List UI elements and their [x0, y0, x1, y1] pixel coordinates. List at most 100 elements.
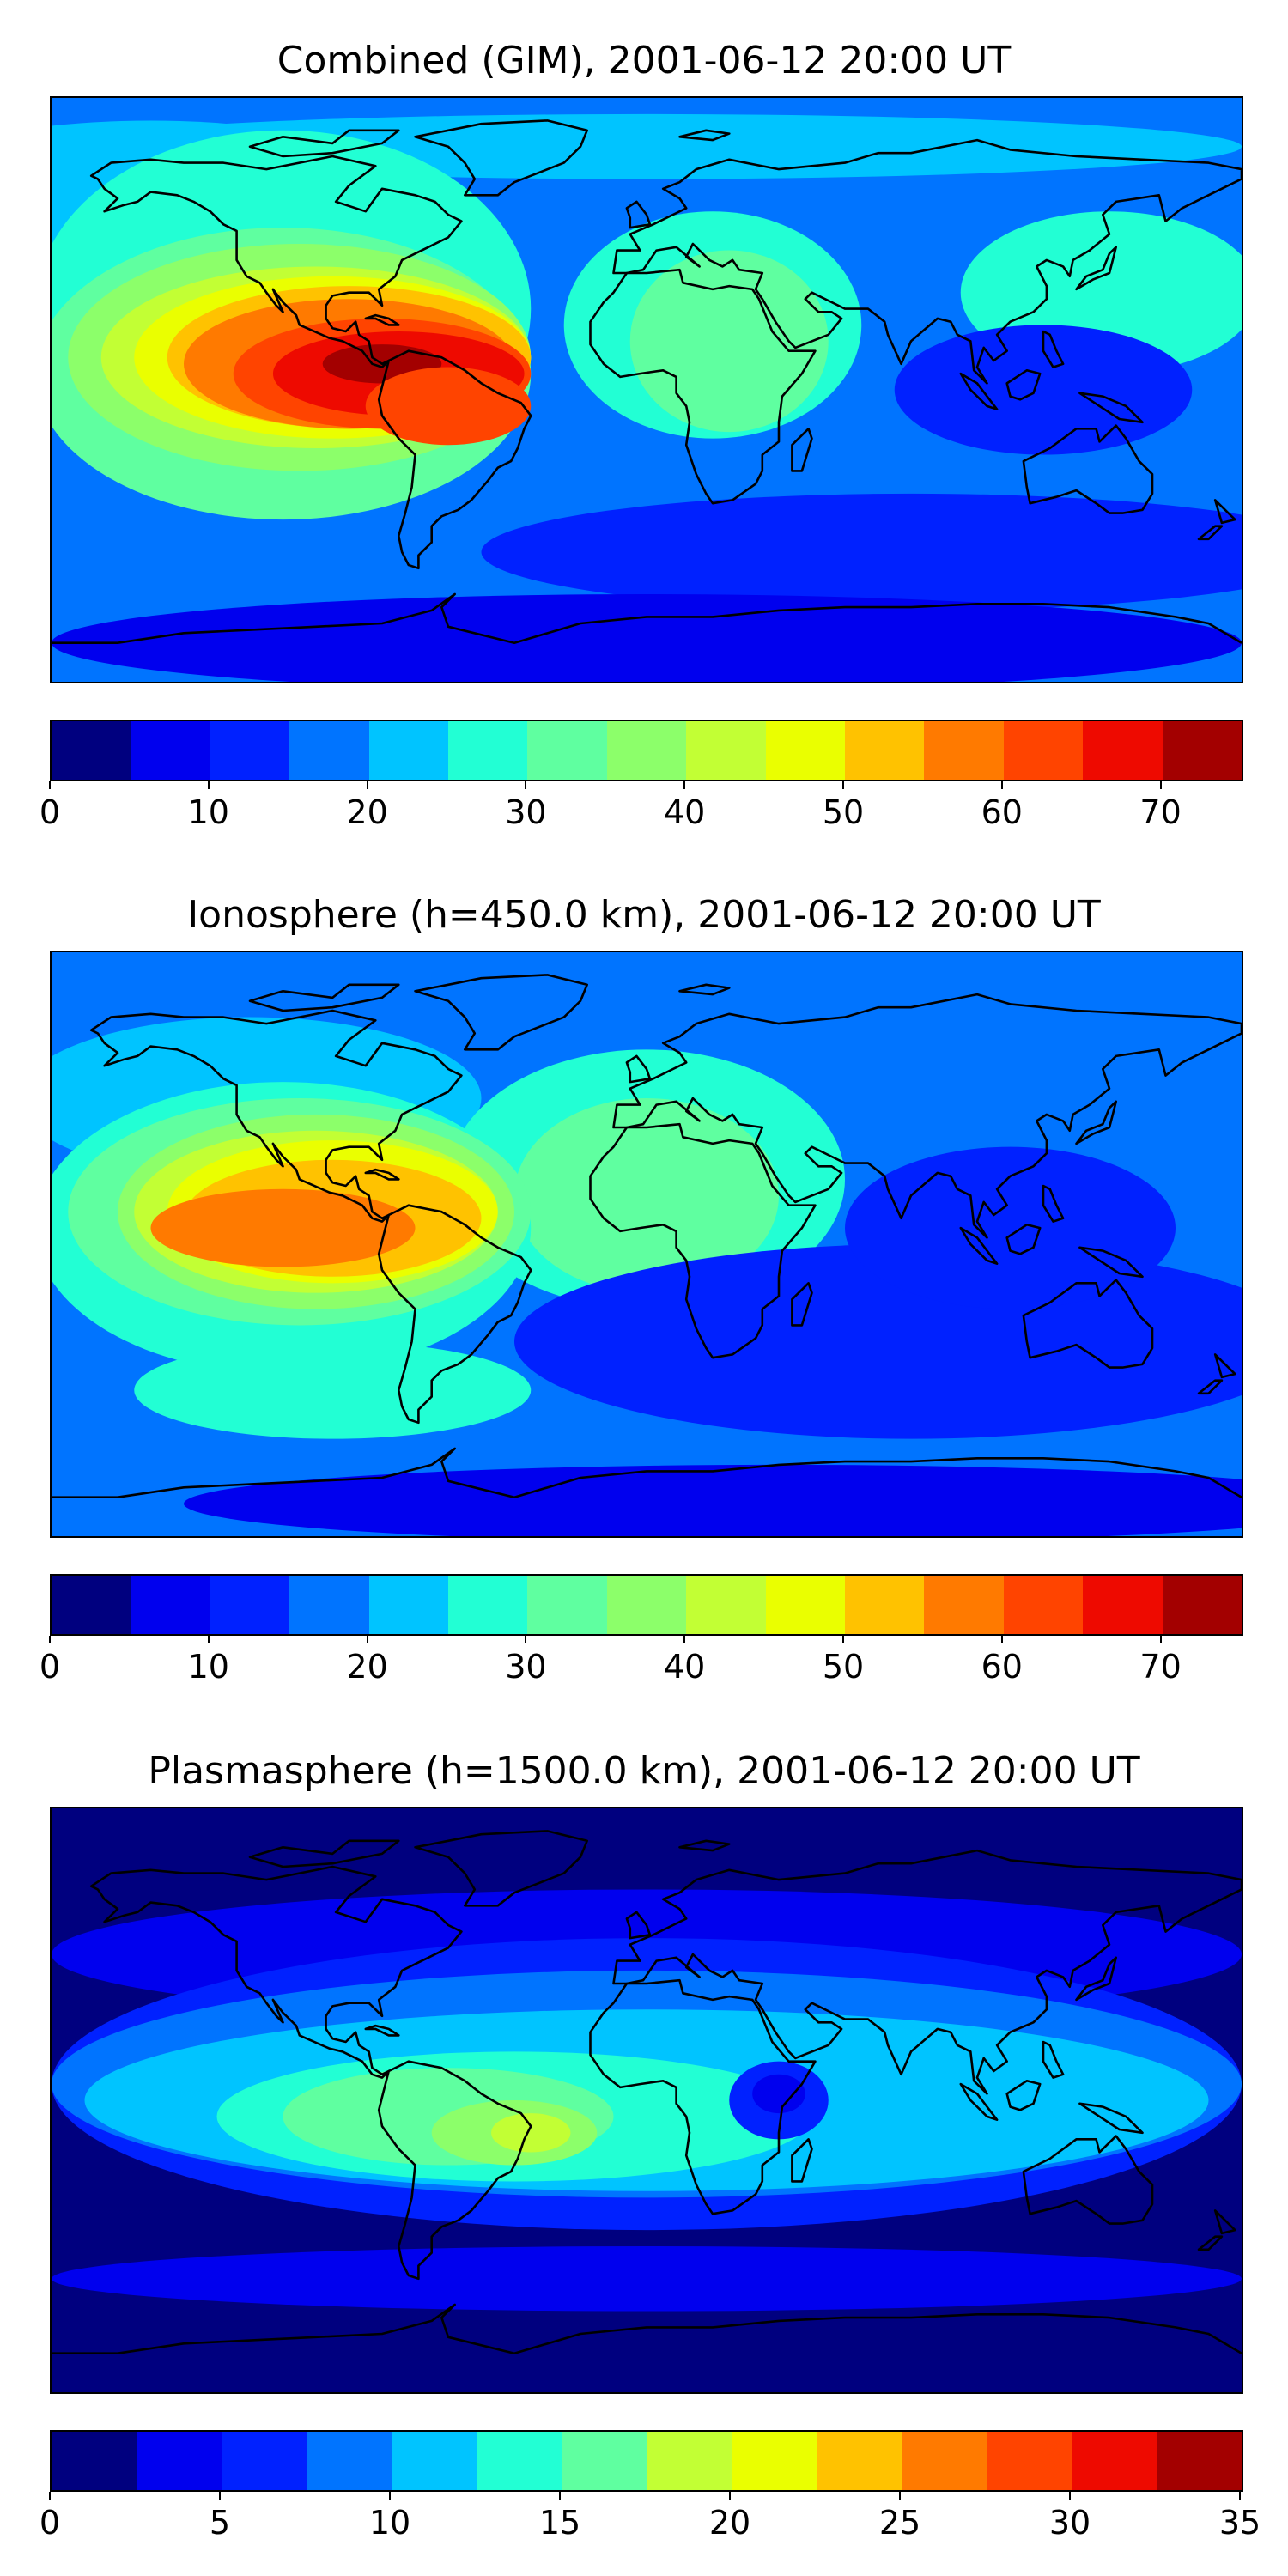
coastline — [364, 1168, 400, 1181]
tick-mark — [1000, 1636, 1003, 1643]
colorbar-segment — [817, 2432, 902, 2490]
coastline — [52, 2303, 1242, 2354]
coastline — [589, 268, 817, 505]
tick-mark — [525, 781, 527, 789]
colorbar-segment — [606, 721, 687, 780]
tick-mark — [207, 781, 210, 789]
coastline — [612, 993, 1242, 1239]
tick-mark — [842, 781, 844, 789]
coastline — [414, 119, 588, 197]
coastline — [89, 1865, 463, 2079]
colorbar-segment — [686, 721, 766, 780]
colorbar-segment — [1162, 721, 1242, 780]
contour-region — [184, 1464, 1242, 1536]
coastline — [1078, 2102, 1144, 2135]
coastline — [1197, 1379, 1224, 1395]
contour-region — [629, 250, 829, 433]
tick-label: 40 — [664, 1648, 706, 1686]
tick-label: 25 — [878, 2504, 921, 2542]
colorbar-segment — [765, 721, 846, 780]
contour-region — [845, 1146, 1176, 1309]
colorbar-segment — [210, 1576, 290, 1634]
colorbar-segment — [52, 2432, 137, 2490]
tick-label: 5 — [209, 2504, 231, 2542]
colorbar — [50, 1574, 1243, 1636]
colorbar-segment — [686, 1576, 766, 1634]
tick-label: 20 — [346, 793, 388, 831]
coastline — [414, 1830, 588, 1907]
coastline — [1022, 2135, 1154, 2225]
colorbar-segment — [845, 1576, 925, 1634]
coastline — [1213, 2209, 1236, 2235]
coastline — [791, 1282, 813, 1327]
colorbar-segment — [137, 2432, 222, 2490]
colorbar-segment — [448, 721, 528, 780]
tick-mark — [842, 1636, 844, 1643]
coastline — [248, 1839, 400, 1868]
colorbar — [50, 720, 1243, 781]
coastline — [678, 1839, 731, 1852]
coastline — [1022, 424, 1154, 514]
coastline — [959, 372, 999, 410]
contour-region — [491, 2113, 571, 2153]
colorbar-segment — [52, 721, 131, 780]
contour-region — [52, 594, 1242, 682]
colorbar-segment — [222, 2432, 307, 2490]
contour-region — [365, 367, 532, 446]
map-svg — [52, 1808, 1242, 2392]
coastline — [89, 155, 463, 368]
colorbar-segment — [307, 2432, 392, 2490]
colorbar-segment — [52, 1576, 131, 1634]
tick-label: 35 — [1218, 2504, 1261, 2542]
colorbar-segment — [477, 2432, 562, 2490]
map-plot — [50, 951, 1243, 1538]
colorbar-segment — [1083, 721, 1163, 780]
chart-title: Combined (GIM), 2001-06-12 20:00 UT — [276, 39, 1012, 82]
coastline — [791, 428, 813, 472]
tick-label: 10 — [187, 1648, 229, 1686]
coastline — [589, 1122, 817, 1359]
tick-mark — [559, 2492, 561, 2500]
coastline — [377, 2060, 532, 2281]
tick-label: 50 — [822, 793, 865, 831]
coastline — [678, 983, 731, 996]
coastline — [791, 2138, 813, 2183]
colorbar-segment — [210, 721, 290, 780]
colorbar-ticks: 0 5 10 15 20 25 30 35 — [39, 2492, 1261, 2543]
tick-mark — [729, 2492, 731, 2500]
tick-label: 40 — [664, 793, 706, 831]
coastline — [625, 1911, 652, 1940]
tick-mark — [1159, 1636, 1162, 1643]
coastline — [1022, 1279, 1154, 1369]
coastline — [959, 2082, 999, 2121]
colorbar-segment — [1083, 1576, 1163, 1634]
contour-region — [150, 1188, 416, 1267]
coastline — [1042, 1184, 1065, 1223]
colorbar-segment — [1003, 721, 1084, 780]
coastline — [1075, 1956, 1117, 2002]
coastline — [1213, 1353, 1236, 1379]
tick-mark — [899, 2492, 901, 2500]
tick-mark — [389, 2492, 391, 2500]
coastline — [1005, 1224, 1042, 1255]
tick-mark — [207, 1636, 210, 1643]
coastline — [248, 983, 400, 1012]
tick-mark — [219, 2492, 221, 2500]
colorbar-segment — [527, 721, 607, 780]
coastline — [377, 349, 532, 570]
coastline — [625, 200, 652, 229]
coastline — [52, 1447, 1242, 1498]
tick-label: 15 — [538, 2504, 581, 2542]
tick-mark — [49, 781, 51, 789]
colorbar-segment — [1072, 2432, 1157, 2490]
colorbar-ticks: 0 10 20 30 40 50 60 70 — [39, 781, 1240, 833]
map-plot — [50, 96, 1243, 683]
tick-mark — [49, 1636, 51, 1643]
coastline — [364, 313, 400, 326]
tick-mark — [1069, 2492, 1071, 2500]
tick-label: 20 — [346, 1648, 388, 1686]
colorbar-ticks: 0 10 20 30 40 50 60 70 — [39, 1636, 1240, 1687]
colorbar-segment — [131, 721, 210, 780]
colorbar-segment — [902, 2432, 987, 2490]
tick-label: 20 — [708, 2504, 751, 2542]
